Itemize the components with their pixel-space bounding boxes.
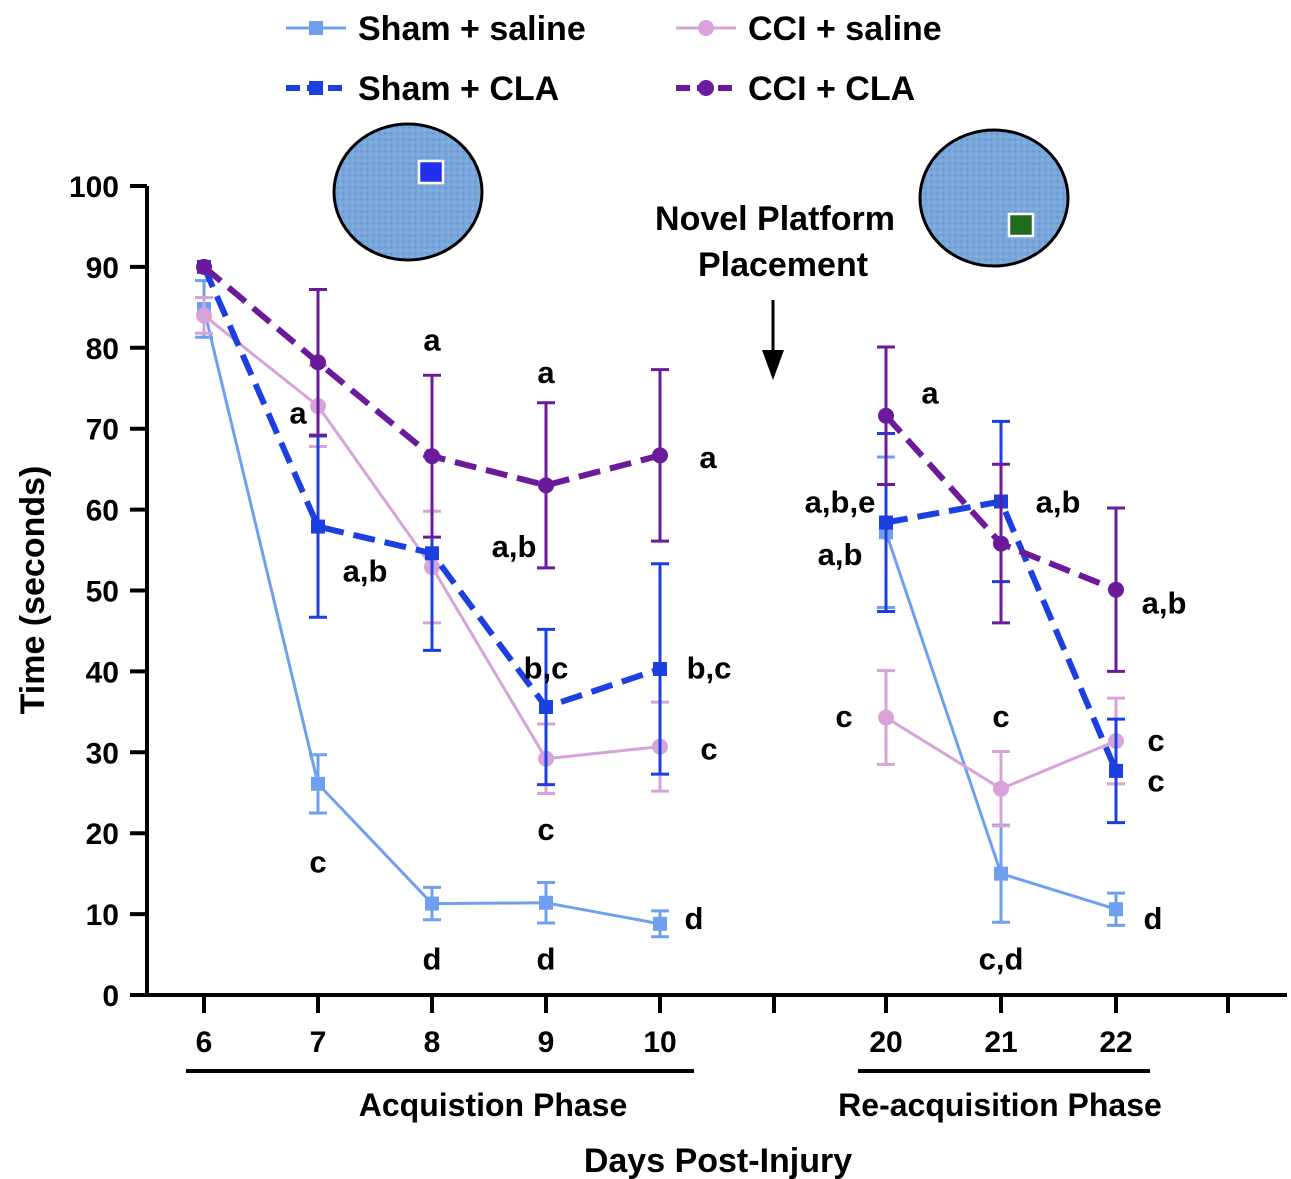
x-tick-label: 22 <box>1099 1026 1132 1059</box>
legend-square-marker <box>309 81 323 95</box>
significance-label: a,b <box>818 537 863 572</box>
significance-label: a,b,e <box>805 485 876 520</box>
legend-label: CCI + CLA <box>748 70 915 108</box>
x-tick-label: 20 <box>869 1026 902 1059</box>
significance-label: c <box>1147 764 1164 799</box>
y-tick-label: 60 <box>86 495 119 528</box>
significance-label: c <box>309 845 326 880</box>
data-point-square <box>1109 763 1123 778</box>
x-tick-label: 7 <box>310 1026 327 1059</box>
y-tick-label: 70 <box>86 414 119 447</box>
legend-label: Sham + CLA <box>358 70 559 108</box>
pool-icons <box>332 122 1070 268</box>
y-tick-label: 20 <box>86 818 119 851</box>
data-point-square <box>539 895 553 910</box>
data-point-circle <box>878 407 894 424</box>
significance-label: b,c <box>524 650 569 685</box>
pool-circle <box>332 122 484 262</box>
significance-label: d <box>685 901 704 936</box>
y-axis-label: Time (seconds) <box>14 466 52 715</box>
significance-label: a,b <box>343 553 388 588</box>
legend: Sham + saline CCI + saline Sham + CLA CCI +… <box>286 10 942 108</box>
data-point-square <box>425 546 439 561</box>
data-point-circle <box>1108 581 1124 598</box>
data-point-circle <box>878 709 894 726</box>
data-point-square <box>879 515 893 530</box>
legend-label: Sham + saline <box>358 10 586 48</box>
phase-label: Re-acquisition Phase <box>838 1087 1162 1123</box>
significance-label: c,d <box>979 942 1024 977</box>
y-tick-label: 10 <box>86 899 119 932</box>
data-point-square <box>311 776 325 791</box>
significance-label: a <box>423 323 441 358</box>
significance-labels: a a,b c a a,b d a b,c c d a b,c c d a a,b,e a,b c a,b c c,d a… <box>289 323 1186 977</box>
data-point-circle <box>993 535 1009 552</box>
x-tick-label: 10 <box>643 1026 676 1059</box>
series <box>195 258 1125 939</box>
significance-label: c <box>1147 723 1164 758</box>
significance-label: c <box>992 699 1009 734</box>
x-tick-label: 9 <box>538 1026 555 1059</box>
significance-label: a,b <box>492 529 537 564</box>
data-point-circle <box>652 447 668 464</box>
legend-square-marker <box>309 21 323 35</box>
x-tick-label: 8 <box>424 1026 441 1059</box>
data-point-circle <box>993 780 1009 797</box>
y-tick-label: 40 <box>86 656 119 689</box>
y-tick-label: 90 <box>86 252 119 285</box>
x-axis-label: Days Post-Injury <box>584 1142 852 1179</box>
series-3 <box>196 258 1125 673</box>
legend-circle-marker <box>698 20 714 36</box>
data-point-circle <box>538 477 554 494</box>
y-tick-label: 0 <box>102 980 119 1013</box>
y-tick-label: 80 <box>86 333 119 366</box>
data-point-square <box>994 866 1008 881</box>
annotation-line-1: Novel Platform <box>655 200 895 238</box>
significance-label: a,b <box>1036 485 1081 520</box>
significance-label: a <box>537 355 555 390</box>
y-ticks: 0 10 20 30 40 50 60 70 80 90 100 <box>69 171 147 1013</box>
significance-label: c <box>700 731 717 766</box>
significance-label: a <box>289 396 307 431</box>
legend-circle-marker <box>698 80 714 96</box>
novel-platform-annotation: Novel Platform Placement <box>655 200 895 380</box>
significance-label: d <box>537 942 556 977</box>
x-ticks: 6 7 8 9 10 20 21 22 <box>196 995 1230 1059</box>
phase-brackets: Acquistion Phase Re-acquisition Phase <box>186 1069 1162 1123</box>
significance-label: a <box>921 375 939 410</box>
significance-label: d <box>1144 901 1163 936</box>
data-point-square <box>1109 902 1123 917</box>
pool-circle <box>918 128 1070 268</box>
significance-label: c <box>537 812 554 847</box>
data-point-circle <box>310 354 326 371</box>
data-point-square <box>425 896 439 911</box>
platform-square <box>1007 212 1035 238</box>
x-tick-label: 6 <box>196 1026 213 1059</box>
significance-label: a <box>699 440 717 475</box>
data-point-circle <box>196 258 212 275</box>
significance-label: c <box>835 699 852 734</box>
annotation-line-2: Placement <box>698 246 868 284</box>
x-tick-label: 21 <box>984 1026 1017 1059</box>
data-point-circle <box>196 307 212 324</box>
significance-label: b,c <box>687 650 732 685</box>
significance-label: a,b <box>1142 586 1187 621</box>
y-tick-label: 50 <box>86 576 119 609</box>
significance-label: d <box>423 942 442 977</box>
data-point-square <box>653 661 667 676</box>
data-point-square <box>311 519 325 534</box>
y-tick-label: 100 <box>69 171 119 204</box>
phase-label: Acquistion Phase <box>359 1087 628 1123</box>
legend-label: CCI + saline <box>748 10 942 48</box>
data-point-square <box>539 699 553 714</box>
data-point-circle <box>424 448 440 465</box>
platform-square <box>417 159 445 185</box>
annotation-arrow-head <box>762 350 784 380</box>
data-point-square <box>653 916 667 931</box>
y-tick-label: 30 <box>86 737 119 770</box>
